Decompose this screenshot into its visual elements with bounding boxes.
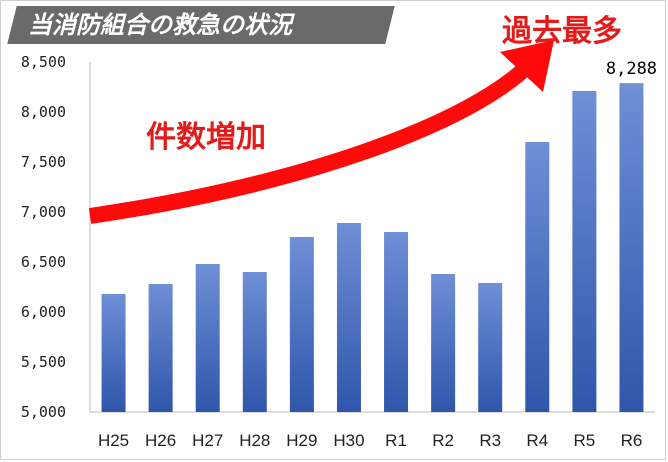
bars	[101, 83, 644, 412]
x-tick-label: H30	[333, 431, 364, 450]
increase-annotation: 件数増加	[146, 120, 266, 155]
x-tick-label: R6	[621, 431, 643, 450]
bar-r4	[525, 142, 550, 412]
x-axis-ticks: H25 H26 H27 H28 H29 H30 R1 R2 R3 R4 R5 R6	[98, 431, 642, 450]
bar-r6	[619, 83, 644, 412]
x-tick-label: R2	[432, 431, 454, 450]
bar-h29	[289, 237, 314, 412]
x-tick-label: H25	[98, 431, 129, 450]
y-tick-label: 6,500	[21, 253, 66, 271]
bar-h27	[195, 264, 220, 412]
record-annotation: 過去最多	[502, 14, 622, 49]
x-tick-label: R4	[526, 431, 548, 450]
y-tick-label: 7,500	[21, 153, 66, 171]
bar-r3	[478, 283, 503, 412]
y-tick-label: 6,000	[21, 303, 66, 321]
bar-r2	[431, 274, 456, 412]
page-title: 当消防組合の救急の状況	[28, 11, 292, 39]
bar-h30	[336, 223, 361, 412]
x-tick-label: R5	[574, 431, 596, 450]
y-tick-label: 7,000	[21, 203, 66, 221]
x-tick-label: H27	[192, 431, 223, 450]
bar-h26	[148, 284, 173, 412]
x-tick-label: H29	[286, 431, 317, 450]
data-label: 8,288	[606, 59, 657, 79]
y-tick-label: 5,500	[21, 353, 66, 371]
y-axis-ticks: 5,000 5,500 6,000 6,500 7,000 7,500 8,000 8,500	[21, 53, 66, 421]
x-tick-label: R1	[385, 431, 407, 450]
bar-r5	[572, 91, 597, 412]
y-tick-label: 8,000	[21, 103, 66, 121]
bar-h25	[101, 294, 126, 412]
trend-arrow-icon	[88, 40, 554, 224]
bar-r1	[384, 232, 409, 412]
x-tick-label: R3	[479, 431, 501, 450]
x-tick-label: H28	[239, 431, 270, 450]
x-tick-label: H26	[145, 431, 176, 450]
bar-h28	[242, 272, 267, 412]
data-labels: 8,288	[606, 59, 657, 79]
y-tick-label: 5,000	[21, 403, 66, 421]
y-tick-label: 8,500	[21, 53, 66, 71]
